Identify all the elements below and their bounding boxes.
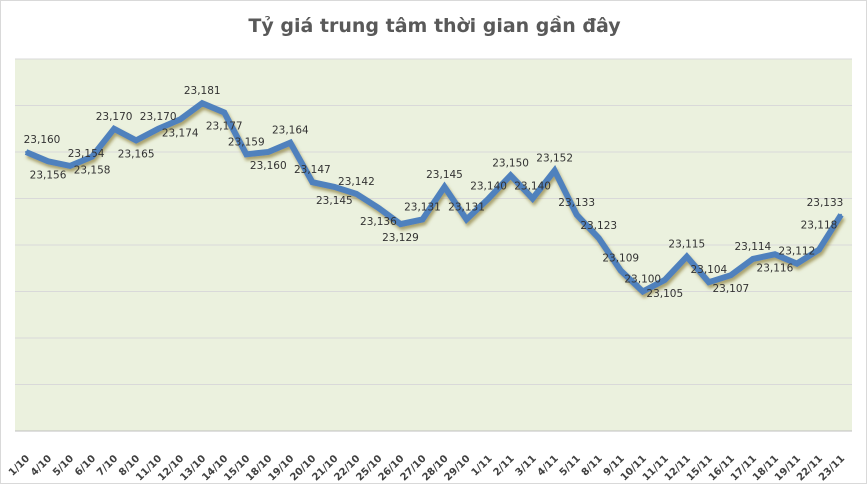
data-point [245,153,248,156]
data-label: 23,159 [228,136,265,148]
data-point [399,223,402,226]
data-label: 23,105 [646,288,683,300]
data-label: 23,109 [602,253,639,265]
data-point [773,253,776,256]
data-point [69,164,72,167]
data-label: 23,100 [624,274,661,286]
data-label: 23,145 [426,169,463,181]
x-tick-label: 4/11 [536,453,561,478]
data-label: 23,112 [779,246,816,258]
data-label: 23,133 [558,197,595,209]
data-point [795,262,798,265]
data-label: 23,174 [162,127,199,139]
data-point [333,185,336,188]
data-point [223,111,226,114]
data-point [311,181,314,184]
data-label: 23,170 [96,111,133,123]
data-point [465,218,468,221]
data-point [377,206,380,209]
x-tick-label: 1/10 [7,453,32,478]
data-point [663,278,666,281]
data-label: 23,165 [118,148,155,160]
data-point [487,197,490,200]
data-point [575,213,578,216]
x-tick-label: 8/11 [580,453,605,478]
data-label: 23,177 [206,120,243,132]
data-point [685,255,688,258]
data-point [751,257,754,260]
data-point [201,102,204,105]
x-tick-label: 4/10 [29,453,54,478]
data-point [531,197,534,200]
data-label: 23,114 [735,241,772,253]
data-label: 23,115 [668,239,705,251]
data-point [47,160,50,163]
data-label: 23,140 [470,181,507,193]
data-label: 23,147 [294,164,331,176]
data-point [157,127,160,130]
data-point [641,290,644,293]
x-tick-label: 5/11 [558,453,583,478]
x-tick-label: 1/11 [470,453,495,478]
data-point [817,248,820,251]
data-point [91,155,94,158]
data-point [443,185,446,188]
data-label: 23,131 [404,201,441,213]
data-point [135,139,138,142]
data-label: 23,150 [492,157,529,169]
data-label: 23,129 [382,232,419,244]
data-label: 23,133 [807,197,844,209]
data-label: 23,118 [801,220,838,232]
data-label: 23,158 [74,165,111,177]
data-label: 23,164 [272,125,309,137]
data-label: 23,154 [68,148,105,160]
x-tick-label: 5/10 [51,453,76,478]
x-tick-label: 7/10 [95,453,120,478]
data-point [289,141,292,144]
data-point [839,213,842,216]
data-label: 23,136 [360,216,397,228]
data-point [729,274,732,277]
x-tick-label: 2/11 [492,453,517,478]
data-point [421,218,424,221]
data-label: 23,107 [712,283,749,295]
data-label: 23,160 [250,160,287,172]
data-point [509,174,512,177]
data-point [267,151,270,153]
data-label: 23,123 [580,220,617,232]
data-label: 23,181 [184,85,221,97]
x-tick-label: 3/11 [514,453,539,478]
data-label: 23,140 [514,181,551,193]
data-point [553,169,556,172]
data-point [619,269,622,272]
data-point [179,118,182,121]
data-label: 23,152 [536,153,573,165]
data-point [707,281,710,284]
data-label: 23,156 [30,169,67,181]
data-label: 23,142 [338,176,375,188]
data-point [25,151,28,153]
data-point [355,192,358,195]
data-label: 23,145 [316,195,353,207]
data-point [597,237,600,240]
data-label: 23,116 [757,262,794,274]
data-point [113,127,116,130]
series-line [24,99,844,296]
chart-title: Tỷ giá trung tâm thời gian gần đây [248,15,621,37]
data-label: 23,104 [690,264,727,276]
data-label: 23,131 [448,201,485,213]
data-label: 23,170 [140,111,177,123]
x-tick-label: 6/10 [73,453,98,478]
data-label: 23,160 [24,134,61,146]
